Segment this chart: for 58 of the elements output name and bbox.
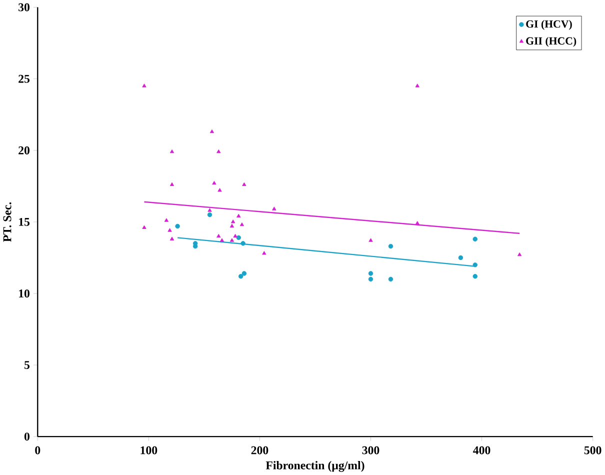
y-tick-label: 20 <box>18 146 30 154</box>
point <box>175 224 180 229</box>
point <box>164 218 169 222</box>
point <box>210 129 214 133</box>
point <box>458 255 464 260</box>
point <box>368 238 373 242</box>
x-tick-label: 500 <box>584 446 602 454</box>
point <box>170 149 174 154</box>
point <box>240 240 246 246</box>
legend-label: GII (HCC) <box>526 36 576 47</box>
y-tick-label: 0 <box>24 432 30 441</box>
point <box>208 208 212 212</box>
y-tick-label: 15 <box>19 218 30 226</box>
y-tick-label: 25 <box>18 74 30 83</box>
point <box>236 235 241 240</box>
point <box>142 84 146 88</box>
x-tick-label: 400 <box>473 446 490 454</box>
point <box>472 274 478 279</box>
point <box>218 188 222 192</box>
point <box>236 214 241 218</box>
point <box>415 220 420 225</box>
point <box>388 276 394 282</box>
y-tick-label: 5 <box>24 361 30 369</box>
point <box>170 182 174 186</box>
point <box>472 262 478 268</box>
y-tick-label: 10 <box>19 289 30 298</box>
point <box>240 222 244 226</box>
point <box>272 206 276 210</box>
point <box>216 149 221 154</box>
point <box>230 219 236 224</box>
x-tick-label: 300 <box>362 446 380 454</box>
x-tick-label: 0 <box>35 446 40 454</box>
point <box>142 225 146 229</box>
point <box>238 274 244 279</box>
point <box>207 212 212 218</box>
point <box>415 84 420 88</box>
point <box>220 238 224 242</box>
point <box>233 234 238 238</box>
point <box>216 234 221 238</box>
x-axis-title: Fibronectin (µg/ml) <box>266 460 364 472</box>
y-axis-title: PT. Sec. <box>3 202 12 242</box>
y-tick-label: 30 <box>18 3 30 12</box>
point <box>368 276 374 282</box>
point <box>168 228 172 232</box>
point <box>170 236 174 240</box>
point <box>388 244 394 249</box>
point <box>368 271 374 276</box>
x-tick-label: 100 <box>140 446 158 454</box>
point <box>472 236 478 242</box>
point <box>230 224 234 228</box>
point <box>212 180 216 185</box>
point <box>230 238 234 242</box>
x-tick-label: 200 <box>251 446 268 454</box>
legend-label: GI (HCV) <box>526 20 572 30</box>
point <box>517 252 522 256</box>
point <box>242 182 246 186</box>
point <box>262 250 266 255</box>
point <box>242 271 247 276</box>
